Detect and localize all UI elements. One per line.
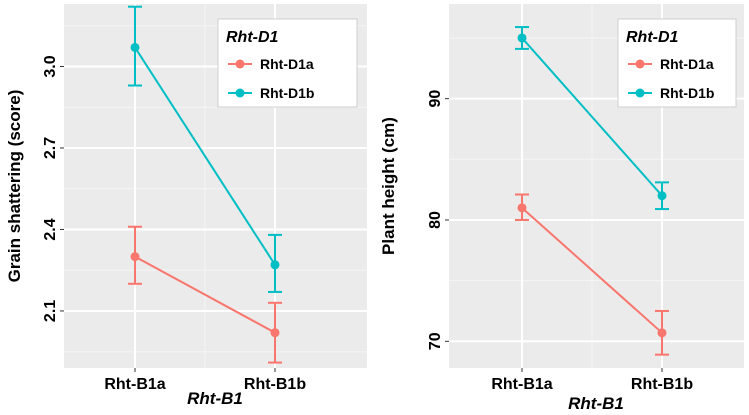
legend: Rht-D1 Rht-D1a Rht-D1b [217,18,358,108]
y-axis-title: Grain shattering (score) [5,90,24,283]
y-tick-label: 2.7 [42,137,59,159]
legend-label: Rht-D1b [660,85,714,101]
x-tick-label: Rht-B1a [104,376,165,393]
legend-item: Rht-D1b [628,85,714,101]
x-tick-label: Rht-B1b [244,376,306,393]
data-point [657,328,667,338]
series-line [134,255,276,334]
y-tick-label: 2.4 [42,218,59,240]
y-tick-label: 70 [427,332,444,350]
data-point [130,42,140,52]
legend-label: Rht-D1a [660,56,714,72]
series-line [134,46,276,266]
legend-title: Rht-D1 [226,29,279,46]
legend-label: Rht-D1b [260,85,314,101]
y-axis-title: Plant height (cm) [379,117,398,255]
x-axis-title: Rht-B1 [187,389,243,408]
data-point [270,260,280,270]
legend-key-point [235,88,245,98]
data-point [657,191,667,201]
data-point [517,33,527,43]
x-axis-title: Rht-B1 [568,394,624,413]
legend: Rht-D1 Rht-D1a Rht-D1b [617,18,737,108]
legend-item: Rht-D1b [228,85,314,101]
series-line [521,37,663,197]
y-tick-label: 2.1 [42,300,59,322]
x-tick-label: Rht-B1a [491,376,552,393]
data-point [517,203,527,213]
legend-key-point [635,59,645,69]
y-tick-label: 80 [427,211,444,229]
grain-shattering-chart: 2.1 2.4 2.7 3.0 Rht-B1a Rht-B1b Grain shatte… [5,4,367,408]
y-tick-label: 90 [427,90,444,108]
data-point [270,328,280,338]
data-point [130,252,140,262]
legend-key-point [635,88,645,98]
x-tick-label: Rht-B1b [631,376,693,393]
legend-label: Rht-D1a [260,56,314,72]
series-line [521,207,663,334]
legend-title: Rht-D1 [626,29,679,46]
legend-key-point [235,59,245,69]
legend-item: Rht-D1a [228,56,314,72]
legend-item: Rht-D1a [628,56,714,72]
y-tick-label: 3.0 [42,55,59,77]
